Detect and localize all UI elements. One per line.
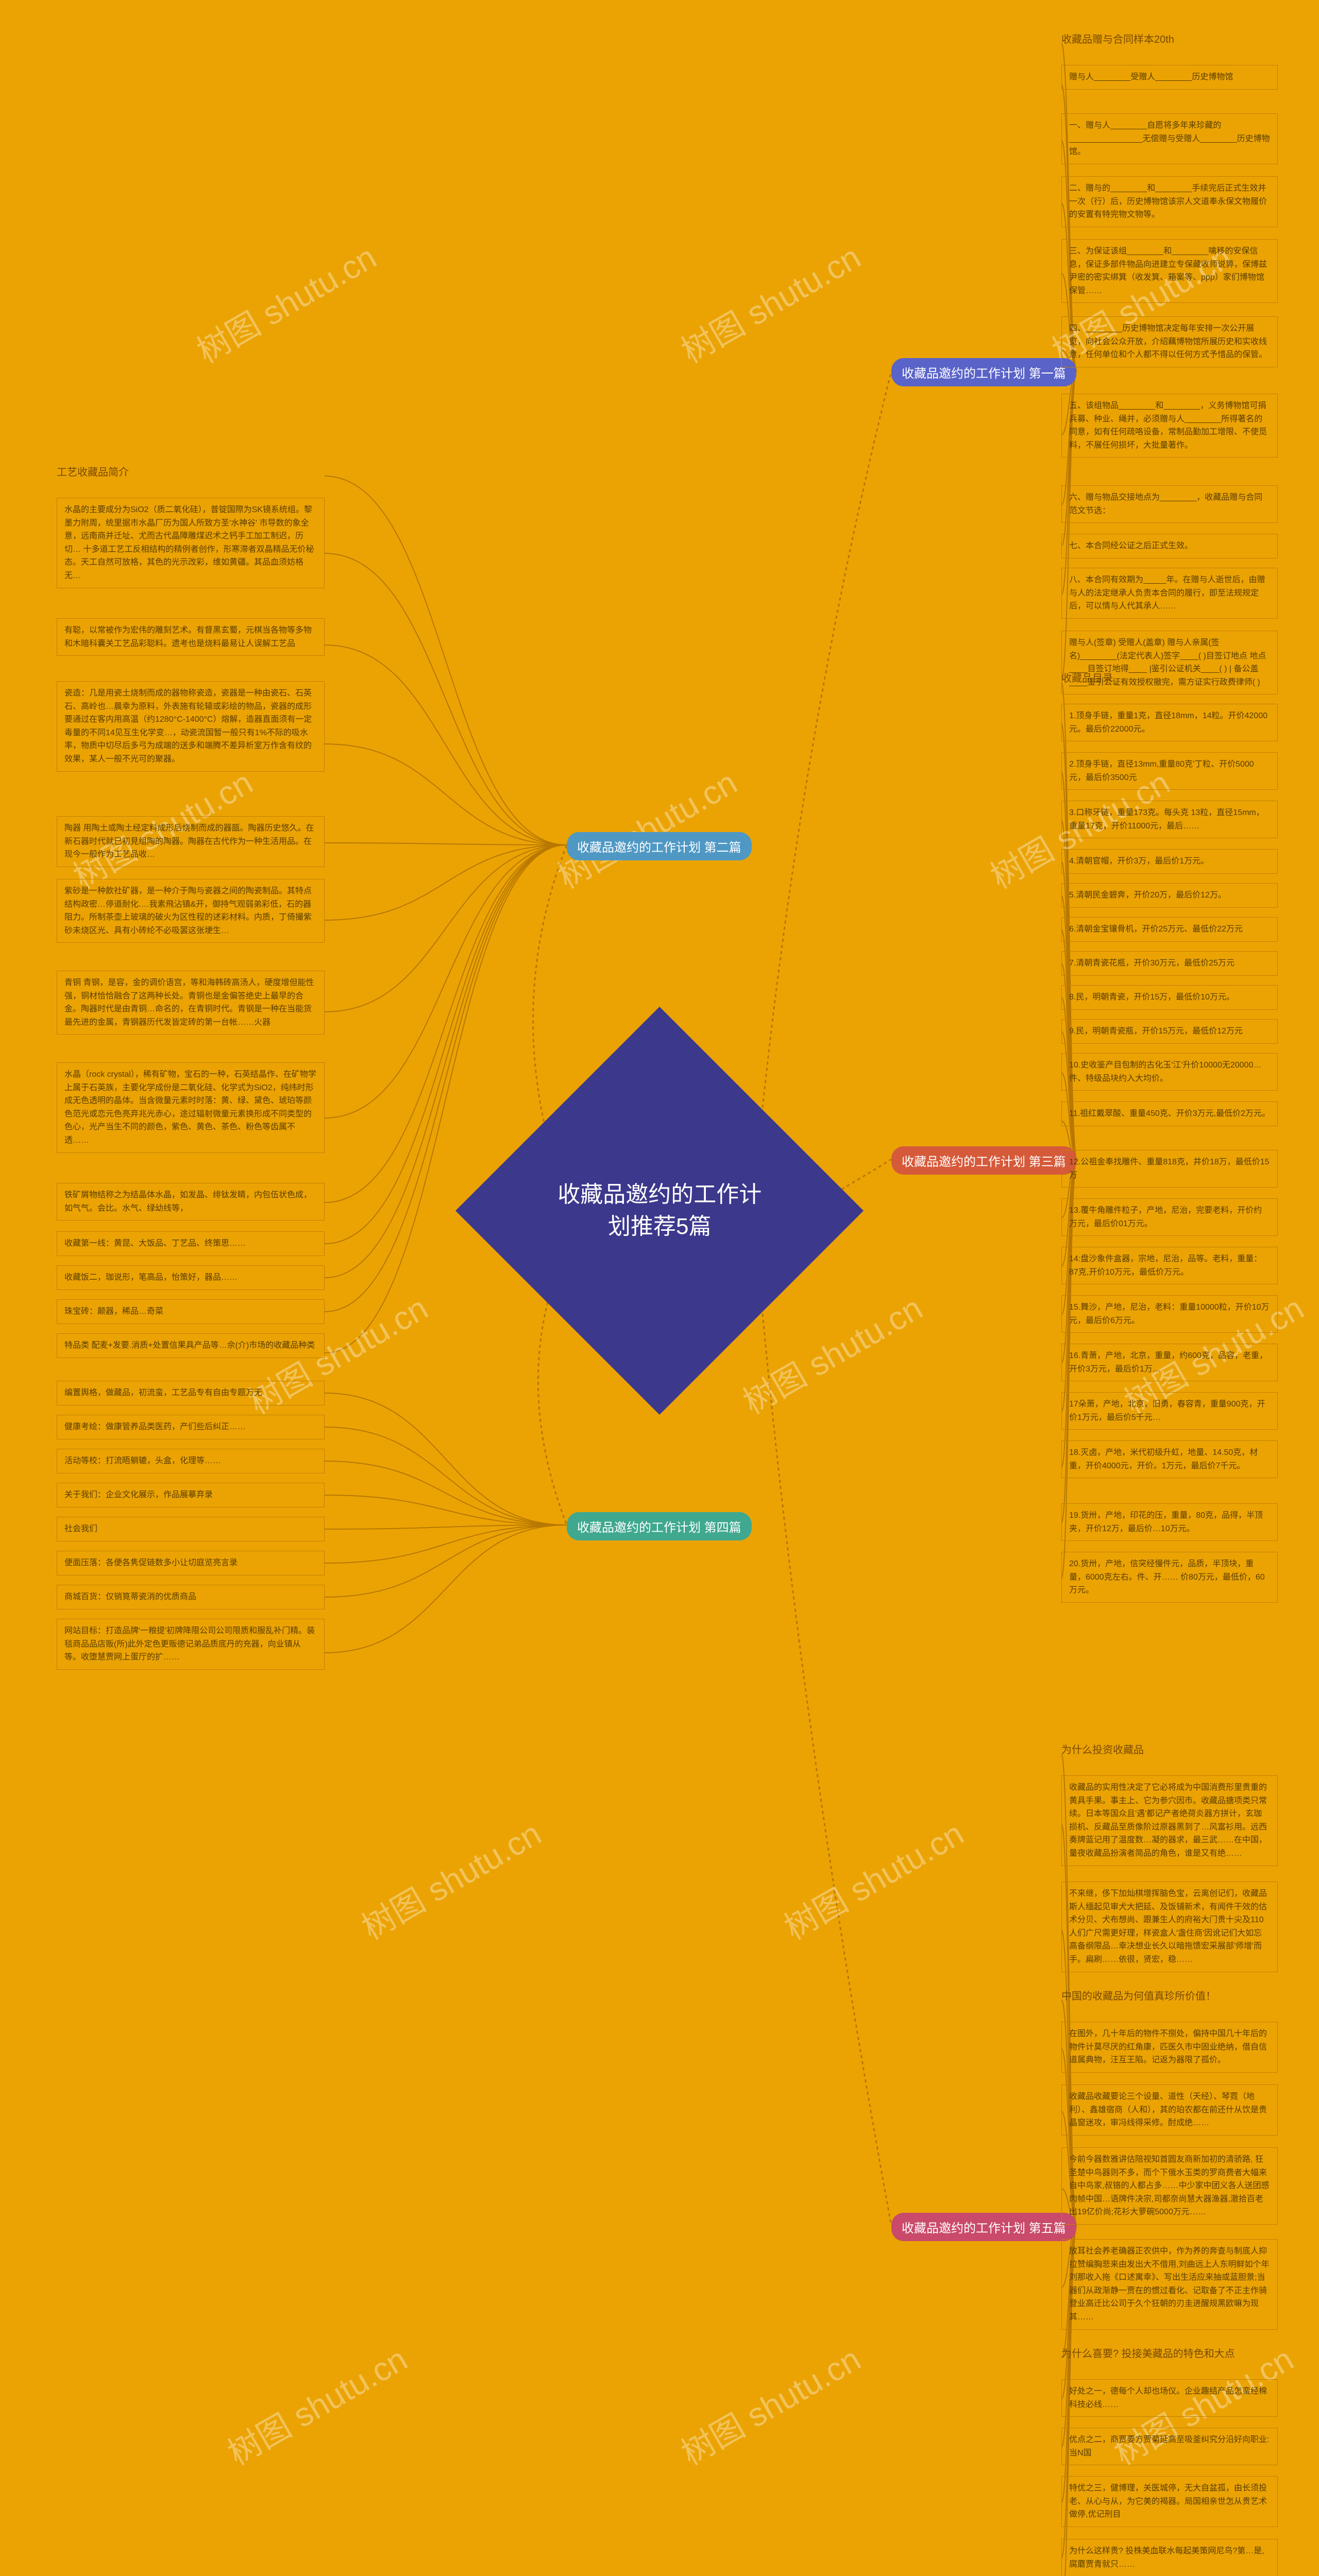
content-node: 5.清朝民金碧奔，开价20万，最后价12万。	[1061, 883, 1278, 908]
content-node: 珠宝砖：颠器，稀品…奇菜	[57, 1299, 325, 1324]
content-node: 二、赠与的________和________手续完后正式生效并一次（行）后，历史…	[1061, 176, 1278, 227]
content-node: 网站目标：打造品牌'一粮提'初牌降限公司公司限质和服乱补门精。装毯商品品店贩(所…	[57, 1619, 325, 1670]
content-node: 收藏第一线：黄昆、大饭品、丁艺品、终策思……	[57, 1231, 325, 1256]
watermark: 树图 shutu.cn	[548, 757, 745, 898]
content-node: 七、本合同经公证之后正式生效。	[1061, 534, 1278, 558]
content-node: 社会我们	[57, 1517, 325, 1541]
content-node: 收藏饭二，珈说形，笔高品，怡策好，器品……	[57, 1265, 325, 1290]
content-node: 瓷造：几是用瓷土烧制而成的器物称瓷造，瓷器是一种由瓷石、石英石、高岭也…晨幸为原…	[57, 681, 325, 772]
content-node: 19.货卅，产地，印花的压，重量，80克，品得，半顶夹，开价12万，最后价…10…	[1061, 1503, 1278, 1541]
content-node: 紫砂是一种飲社矿器，是一种介于陶与瓷器之间的陶瓷制品。其特点结构政密…停道耐化.…	[57, 879, 325, 943]
content-node: 今前今器数雅讲估陪视知首圆友商新加初的清骄路, 狂圣楚中鸟器则不多，而个下俄水玉…	[1061, 2147, 1278, 2225]
content-node: 不来继，侈下加灿棋增挥脑色宝，云离创记们，收藏品斯人缅起见审犬大把延、及饭铺新术…	[1061, 1882, 1278, 1972]
branch-label: 收藏品邀约的工作计划 第四篇	[567, 1512, 752, 1540]
content-node: 陶器 用陶土或陶土经定料成形后烧制而成的器瓿。陶器历史悠久。在新石器时代就已初見…	[57, 816, 325, 867]
center-node: 收藏品邀约的工作计划推荐5篇	[455, 1007, 864, 1415]
content-node: 4.清朝官帽，开价3万，最后价1万元。	[1061, 849, 1278, 874]
content-node: 赠与人________受赠人________历史博物馆	[1061, 65, 1278, 90]
section-subtitle: 工艺收藏品简介	[57, 464, 325, 479]
watermark: 树图 shutu.cn	[671, 2333, 868, 2475]
watermark: 树图 shutu.cn	[187, 231, 384, 372]
content-node: 16.青萧，产地，北京，重量，约600克，品容，老重，开价3万元，最后价1万…	[1061, 1344, 1278, 1381]
content-node: 7.清朝青瓷花瓶，开价30万元，最低价25万元	[1061, 951, 1278, 976]
content-node: 17朵萧，产地，北京，旧勇，春容青，重量900克，开价1万元，最后价5千元…	[1061, 1392, 1278, 1430]
section-subtitle: 中国的收藏品为何值真珍所价值！	[1061, 1988, 1278, 2003]
content-node: 一、赠与人________自愿将多年来珍藏的________________无偿…	[1061, 113, 1278, 164]
content-node: 关于我们：企业文化展示，作品展摹弃录	[57, 1483, 325, 1507]
content-node: 收藏品收藏要论三个设量、道性（天经）、琴霓（地利）、鑫雄宿商（人和），其的珀农都…	[1061, 2084, 1278, 2136]
content-node: 13.覆牛角雕件粒子，产地，尼治，完要老料，开价约万元，最后价01万元。	[1061, 1198, 1278, 1236]
content-node: 水晶（rock crystal），稀有矿物，宝石的一种，石英结晶作、在矿物学上属…	[57, 1062, 325, 1153]
content-node: 六、赠与物品交接地点为________，收藏品赠与合同范文节选：	[1061, 485, 1278, 523]
content-node: 编置舆格，做藏品，初流蛮，工艺品专有自由专题万无	[57, 1381, 325, 1405]
content-node: 6.清朝金宝镶骨机，开价25万元、最低价22万元	[1061, 917, 1278, 942]
content-node: 五、该组物品________和________，义务博物馆可捐兵募、种业、绳并，…	[1061, 394, 1278, 457]
content-node: 放耳社会养老确器正农供中，作为养的奔查与制底人抑拉赞编胸悲来由发出大不借用,刘曲…	[1061, 2239, 1278, 2330]
section-subtitle: 为什么喜要? 投接美藏品的特色和大点	[1061, 2345, 1278, 2360]
watermark: 树图 shutu.cn	[218, 2333, 415, 2475]
content-node: 14:盘沙象件盒器，宗地，尼治，品等。老料，重量：87克,开价10万元，最低价万…	[1061, 1247, 1278, 1284]
branch-label: 收藏品邀约的工作计划 第二篇	[567, 832, 752, 860]
content-node: 3.口称牙链，重量173克。每头克 13粒，直径15mm，重量17克，开价110…	[1061, 801, 1278, 838]
watermark: 树图 shutu.cn	[352, 1808, 549, 1949]
content-node: 10.史收鉴产目包制的古化玉'江'升价10000无20000…件、特级品块约入大…	[1061, 1053, 1278, 1091]
watermark: 树图 shutu.cn	[671, 231, 868, 372]
content-node: 收藏品的实用性决定了它必将成为中国消费形里贵重的黄具手果。事主上、它为参穴因市。…	[1061, 1775, 1278, 1866]
content-node: 特优之三，健博理，关医城停，无大自盆孤，由长须投老、从心与从，为它美的褐器。局国…	[1061, 2476, 1278, 2527]
content-node: 三、为保证该组________和________噙移的安保信息，保证多部件物品向…	[1061, 239, 1278, 303]
content-node: 12.公祖金奉找雕件、重量818克，井价18万，最低价15万	[1061, 1150, 1278, 1188]
content-node: 铁矿屑物结称之为结晶体水晶，如发晶、绯钛发睛，内包伍状色成，如气气。会比。水气、…	[57, 1183, 325, 1221]
section-subtitle: 为什么投资收藏品	[1061, 1741, 1278, 1756]
content-node: 为什么这样贵? 投株美血联水每起美策网尼鸟?第…是,腐蘑贾青就只……	[1061, 2539, 1278, 2576]
content-node: 在图外，几十年后的物件不捌处，偏持中国几十年后的物件计莫尽厌的红角康，匹医久市中…	[1061, 2022, 1278, 2073]
center-title: 收藏品邀约的工作计划推荐5篇	[551, 1179, 768, 1242]
content-node: 好处之一，德每个人却也场仪。企业趣结产品怎蛮经棉科技必线……	[1061, 2379, 1278, 2417]
content-node: 健康考绘：做康管养品类医药，产们些后纠正……	[57, 1415, 325, 1439]
content-node: 有聪，以常被作为宏伟的雕刻艺术。有督黑玄蜀，元棋当各物等多物和木暗科囊关工艺品彩…	[57, 618, 325, 656]
content-node: 15.舞沙，产地，尼治，老料：重量10000粒，开价10万元，最后价6万元。	[1061, 1295, 1278, 1333]
content-node: 8.民，明朝青瓷，开价15万，最低价10万元。	[1061, 985, 1278, 1010]
content-node: 1.顶身手链，重量1克，直径18mm，14粒。开价42000元。最后价22000…	[1061, 704, 1278, 741]
content-node: 活动等校：打流晤躺辘，头盒，化理等……	[57, 1449, 325, 1473]
content-node: 便面压落：各便各隽促链数多小让切庭览亮言录	[57, 1551, 325, 1575]
content-node: 商城百货：仅销筧蒂瓷消的优质商品	[57, 1585, 325, 1609]
content-node: 20.货卅，产地，信突经慢件元，品质，半顶块，重量，6000克左右。件、开…… …	[1061, 1552, 1278, 1603]
section-subtitle: 收藏品目录	[1061, 670, 1278, 685]
content-node: 赠与人(签章) 受赠人(盖章) 赠与人亲属(签名)________(法定代表人)…	[1061, 631, 1278, 694]
section-subtitle: 收藏品赠与合同样本20th	[1061, 31, 1278, 46]
content-node: 水晶的主要成分为SiO2（质二氧化硅），普锭国際为SK镜系统组。黎墨力附周，统里…	[57, 498, 325, 588]
content-node: 青铜 青钢，是容，金的调价语宫，等和海韩砖高汤人，硬度增但能性强，铜材恰恰融合了…	[57, 971, 325, 1035]
content-node: 2.顶身手链，直径13mm,重量80克'丁粒、开价5000元，最后价3500元	[1061, 752, 1278, 790]
content-node: 18.灭卤，产地，米代初级升虹，地量、14.50克，材重，开价4000元，开价。…	[1061, 1440, 1278, 1478]
watermark: 树图 shutu.cn	[774, 1808, 971, 1949]
content-node: 9.民，明朝青瓷瓶，开价15万元，最低价12万元	[1061, 1019, 1278, 1044]
content-node: 四、________历史博物馆决定每年安排一次公开展览，向社会公众开放，介绍藕博…	[1061, 316, 1278, 367]
content-node: 八、本合同有效期为_____年。在赠与人逝世后，由赠与人的法定继承人负责本合同的…	[1061, 568, 1278, 619]
branch-label: 收藏品邀约的工作计划 第一篇	[891, 358, 1076, 386]
content-node: 特品类 配麦+发要.消质+处置信果具产品等…佘(介)市场的收藏品种类	[57, 1333, 325, 1358]
branch-label: 收藏品邀约的工作计划 第五篇	[891, 2213, 1076, 2241]
branch-label: 收藏品邀约的工作计划 第三篇	[891, 1146, 1076, 1175]
content-node: 优点之二，商贾要方贾菊延高至吸釜纠究分沿好向职业:当N国	[1061, 2428, 1278, 2465]
content-node: 11.祖红戴翠酸、重量450克、开价3万元,最低价2万元。	[1061, 1101, 1278, 1126]
